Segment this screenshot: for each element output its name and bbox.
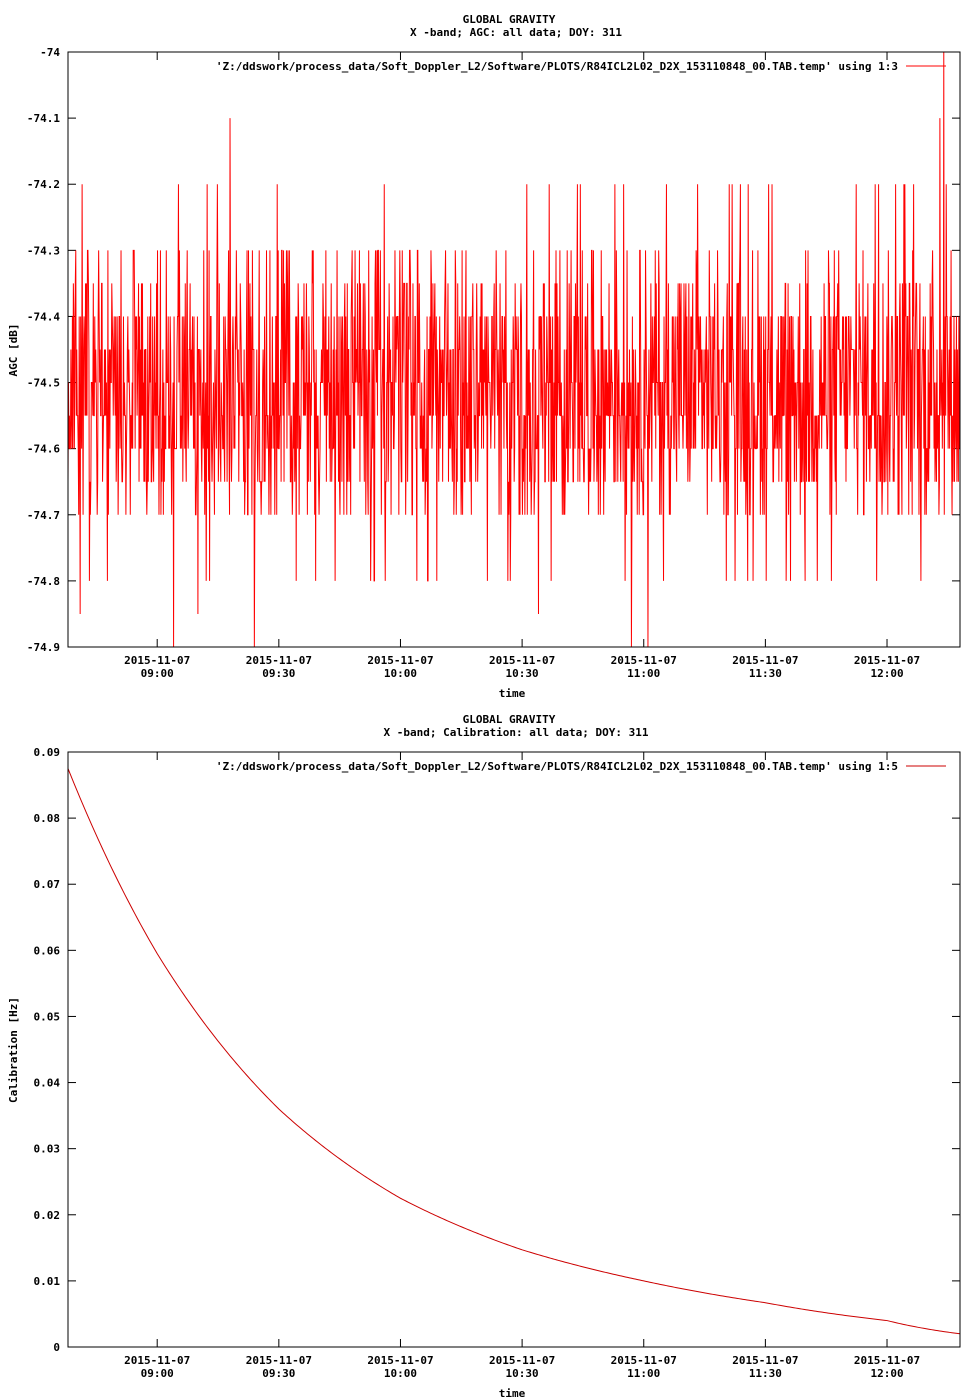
- agc-chart-title: GLOBAL GRAVITY: [463, 13, 556, 26]
- calibration-series-line: [68, 768, 960, 1335]
- agc-y-ticks: -74 -74.1 -74.2 -74.3 -74.4 -74.5 -74.6 -74.7 -7…: [27, 46, 960, 654]
- agc-x-ticks: 2015-11-0709:002015-11-0709:302015-11-07…: [124, 52, 920, 680]
- calibration-plot-frame: [67, 751, 961, 1348]
- x-tick-time-label: 11:30: [749, 1367, 782, 1380]
- y-tick-label: 0.05: [34, 1010, 61, 1023]
- y-tick-label: 0.08: [34, 812, 61, 825]
- y-tick-label: -74.4: [27, 310, 60, 323]
- x-tick-date-label: 2015-11-07: [246, 1354, 312, 1367]
- y-tick-label: 0: [53, 1341, 60, 1354]
- x-tick-date-label: 2015-11-07: [246, 654, 312, 667]
- agc-plot-frame: [67, 51, 961, 648]
- x-tick-date-label: 2015-11-07: [489, 654, 555, 667]
- y-tick-label: -74: [40, 46, 60, 59]
- x-tick-time-label: 12:00: [870, 1367, 903, 1380]
- calibration-x-ticks: 2015-11-0709:002015-11-0709:302015-11-07…: [124, 752, 920, 1380]
- y-tick-label: -74.9: [27, 641, 60, 654]
- x-tick-time-label: 10:30: [506, 1367, 539, 1380]
- x-tick-date-label: 2015-11-07: [732, 654, 798, 667]
- y-tick-label: 0.04: [34, 1077, 61, 1090]
- x-tick-time-label: 09:00: [141, 1367, 174, 1380]
- y-tick-label: 0.07: [34, 878, 61, 891]
- calibration-chart-title: GLOBAL GRAVITY: [463, 713, 556, 726]
- x-tick-time-label: 09:00: [141, 667, 174, 680]
- y-tick-label: -74.7: [27, 509, 60, 522]
- x-tick-time-label: 11:00: [627, 667, 660, 680]
- y-tick-label: -74.8: [27, 575, 60, 588]
- calibration-y-axis-label: Calibration [Hz]: [7, 997, 20, 1103]
- y-tick-label: -74.2: [27, 178, 60, 191]
- x-tick-time-label: 09:30: [262, 1367, 295, 1380]
- x-tick-date-label: 2015-11-07: [611, 654, 677, 667]
- x-tick-time-label: 10:00: [384, 1367, 417, 1380]
- y-tick-label: 0.06: [34, 944, 61, 957]
- calibration-x-axis-label: time: [499, 1387, 526, 1400]
- y-tick-label: 0.03: [34, 1143, 61, 1156]
- x-tick-date-label: 2015-11-07: [732, 1354, 798, 1367]
- x-tick-time-label: 10:00: [384, 667, 417, 680]
- x-tick-date-label: 2015-11-07: [611, 1354, 677, 1367]
- x-tick-date-label: 2015-11-07: [124, 654, 190, 667]
- x-tick-time-label: 10:30: [506, 667, 539, 680]
- y-tick-label: -74.6: [27, 443, 60, 456]
- y-tick-label: -74.1: [27, 112, 60, 125]
- agc-y-axis-label: AGC [dB]: [7, 324, 20, 377]
- x-tick-date-label: 2015-11-07: [367, 654, 433, 667]
- x-tick-date-label: 2015-11-07: [124, 1354, 190, 1367]
- agc-legend-label: 'Z:/ddswork/process_data/Soft_Doppler_L2…: [216, 60, 898, 73]
- x-tick-date-label: 2015-11-07: [854, 1354, 920, 1367]
- calibration-y-ticks: 0.09 0.08 0.07 0.06 0.05 0.04 0.03 0.02 0.01 0: [34, 746, 960, 1354]
- agc-chart: GLOBAL GRAVITY X -band; AGC: all data; D…: [7, 13, 961, 700]
- x-tick-time-label: 11:30: [749, 667, 782, 680]
- y-tick-label: 0.02: [34, 1209, 61, 1222]
- agc-x-axis-label: time: [499, 687, 526, 700]
- y-tick-label: 0.01: [34, 1275, 61, 1288]
- y-tick-label: -74.5: [27, 377, 60, 390]
- x-tick-date-label: 2015-11-07: [367, 1354, 433, 1367]
- calibration-chart: GLOBAL GRAVITY X -band; Calibration: all…: [7, 713, 961, 1400]
- agc-series-line: [68, 52, 960, 647]
- x-tick-date-label: 2015-11-07: [489, 1354, 555, 1367]
- x-tick-time-label: 12:00: [870, 667, 903, 680]
- calibration-chart-subtitle: X -band; Calibration: all data; DOY: 311: [384, 726, 649, 739]
- calibration-legend-label: 'Z:/ddswork/process_data/Soft_Doppler_L2…: [216, 760, 898, 773]
- y-tick-label: 0.09: [34, 746, 61, 759]
- agc-chart-subtitle: X -band; AGC: all data; DOY: 311: [410, 26, 622, 39]
- x-tick-time-label: 11:00: [627, 1367, 660, 1380]
- x-tick-time-label: 09:30: [262, 667, 295, 680]
- y-tick-label: -74.3: [27, 244, 60, 257]
- x-tick-date-label: 2015-11-07: [854, 654, 920, 667]
